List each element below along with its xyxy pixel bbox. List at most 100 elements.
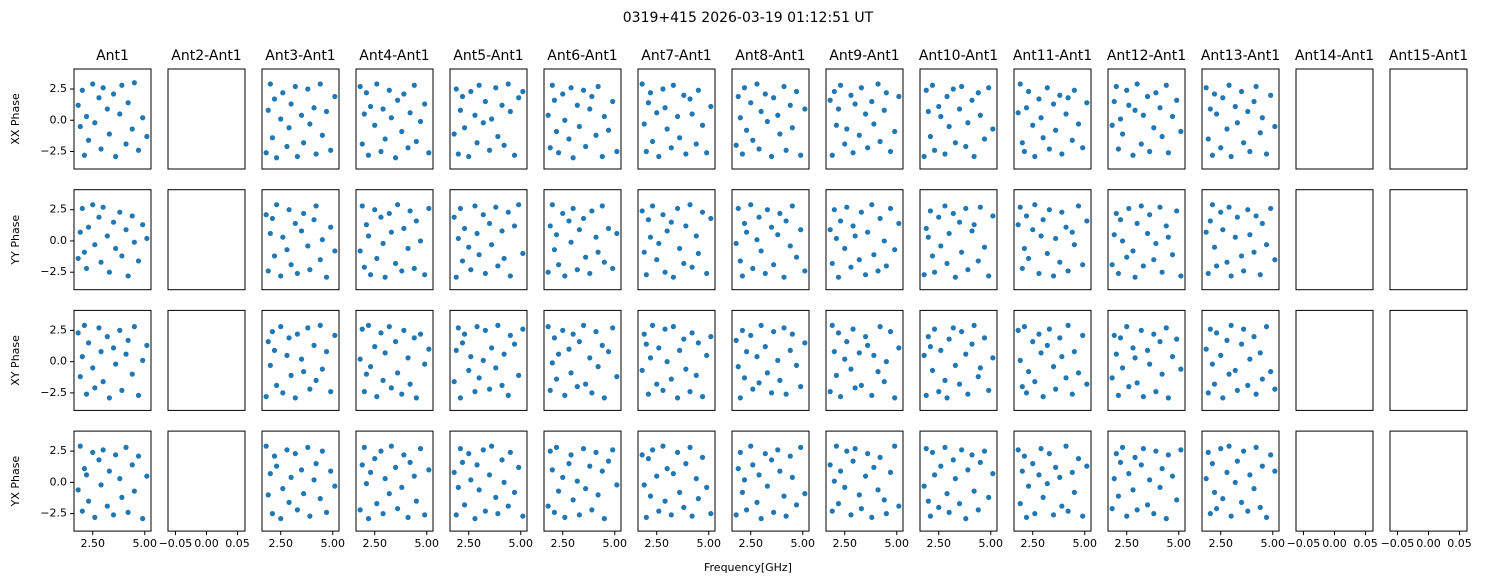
point <box>649 447 656 453</box>
point <box>645 217 652 223</box>
point <box>280 234 286 240</box>
point <box>896 503 902 509</box>
point <box>654 257 660 263</box>
point <box>1259 115 1265 121</box>
point <box>704 150 710 156</box>
point <box>280 486 286 492</box>
point <box>605 225 612 232</box>
point <box>476 82 482 88</box>
point <box>1046 326 1052 332</box>
point <box>1178 447 1184 453</box>
point <box>1165 452 1171 458</box>
point <box>1151 125 1157 131</box>
point <box>1115 493 1122 499</box>
point <box>545 503 551 509</box>
point <box>1272 123 1278 130</box>
point <box>1050 101 1057 107</box>
point <box>574 384 580 390</box>
x-tick-label: −0.05 <box>1287 537 1321 550</box>
point <box>927 513 934 519</box>
point <box>1059 354 1065 360</box>
y-tick-label: 2.5 <box>50 444 68 457</box>
point <box>77 229 83 235</box>
point <box>971 488 977 494</box>
point <box>1115 392 1122 398</box>
point <box>455 484 461 490</box>
point <box>305 444 311 450</box>
point <box>307 121 313 127</box>
point <box>386 210 392 217</box>
point <box>595 249 601 255</box>
point <box>79 205 85 212</box>
point <box>140 516 146 522</box>
point <box>104 106 110 112</box>
point <box>1178 273 1184 279</box>
point <box>405 145 411 151</box>
point <box>875 268 881 274</box>
point <box>946 230 952 237</box>
point <box>294 507 300 513</box>
point <box>1050 364 1057 370</box>
point <box>1015 327 1021 333</box>
point <box>486 386 493 392</box>
point <box>1257 272 1263 278</box>
point <box>748 332 754 338</box>
point <box>1247 472 1253 478</box>
point <box>858 382 864 388</box>
point <box>944 395 950 401</box>
point <box>495 322 501 328</box>
point <box>1053 464 1059 470</box>
point <box>1023 105 1030 111</box>
point <box>98 482 104 488</box>
point <box>708 510 714 517</box>
point <box>1218 209 1224 215</box>
point <box>660 443 666 449</box>
point <box>775 232 781 238</box>
point <box>305 325 311 331</box>
point <box>683 366 689 372</box>
point <box>1017 81 1023 87</box>
point <box>576 227 582 233</box>
point <box>480 357 486 363</box>
point <box>741 375 748 381</box>
point <box>547 387 553 393</box>
point <box>1069 469 1075 475</box>
point <box>892 247 898 253</box>
point <box>1084 381 1090 387</box>
point <box>587 106 593 112</box>
y-tick-label: 2.5 <box>50 323 68 336</box>
point <box>405 355 411 361</box>
panel-frame <box>1107 68 1186 170</box>
point <box>269 215 276 222</box>
point <box>328 147 334 153</box>
point <box>677 347 683 353</box>
point <box>1174 497 1180 503</box>
point <box>1117 459 1124 465</box>
panel-frame <box>1201 309 1280 411</box>
point <box>865 145 871 151</box>
panel-frame <box>261 189 340 291</box>
point <box>292 83 298 90</box>
point <box>1209 202 1216 208</box>
point <box>1036 472 1042 478</box>
point <box>850 150 856 156</box>
column-title: Ant9-Ant1 <box>829 48 899 64</box>
point <box>1218 352 1224 358</box>
point <box>952 362 958 368</box>
point <box>647 90 654 96</box>
point <box>140 357 146 363</box>
point <box>848 366 854 372</box>
point <box>459 93 466 100</box>
point <box>1207 510 1213 517</box>
point <box>278 324 284 330</box>
point <box>1241 140 1247 146</box>
point <box>144 473 150 479</box>
panel-frame <box>167 189 246 291</box>
x-tick-label: −0.05 <box>159 537 193 550</box>
point <box>971 153 977 160</box>
point <box>372 344 378 350</box>
point <box>977 365 983 371</box>
panel-frame <box>167 430 246 532</box>
point <box>1165 150 1171 156</box>
point <box>869 202 875 208</box>
